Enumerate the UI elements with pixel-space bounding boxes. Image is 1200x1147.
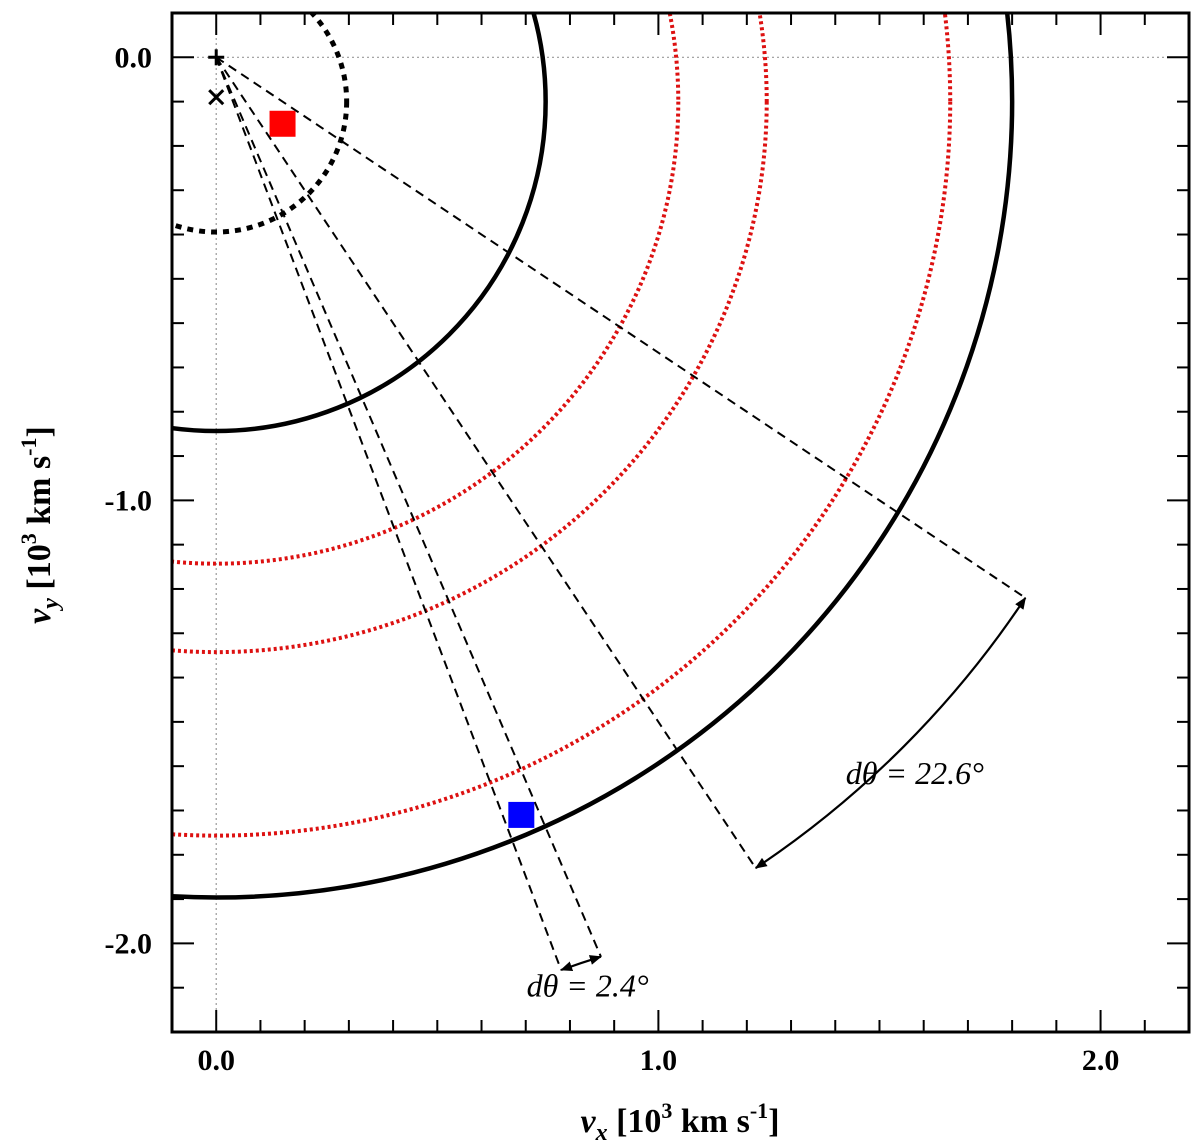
red-square (269, 110, 296, 137)
y-axis-label: vy [103 km s-1] (16, 426, 64, 624)
x-tick-label: 2.0 (1082, 1044, 1120, 1077)
outer-solid-circle (172, 13, 1015, 900)
small-angle-arrow (560, 955, 602, 972)
tick-labels: 0.0 1.0 2.0 0.0 -1.0 -2.0 (105, 41, 1120, 1077)
x-axis-label: vx [103 km s-1] (580, 1098, 779, 1146)
y-tick-label: -2.0 (105, 927, 153, 960)
plus-marker (208, 49, 225, 66)
angle-annotations: dθ = 22.6° dθ = 2.4° (208, 49, 1027, 1004)
zero-reference-lines (172, 13, 1189, 1032)
ray-line-1 (215, 56, 1026, 599)
plot-frame (170, 11, 1191, 1034)
y-tick-label: 0.0 (115, 41, 153, 74)
small-angle-arrow-label: dθ = 2.4° (527, 968, 649, 1004)
blue-square (508, 801, 535, 828)
ray-line-4 (215, 56, 602, 958)
inner-dotted-circle (172, 13, 350, 235)
big-angle-arrow-label: dθ = 22.6° (846, 755, 984, 791)
y-tick-label: -1.0 (105, 484, 153, 517)
x-tick-label: 0.0 (197, 1044, 235, 1077)
red-arc-3 (172, 13, 953, 838)
plot-content (172, 13, 1015, 900)
x-tick-label: 1.0 (640, 1044, 678, 1077)
red-arc-1 (172, 13, 681, 566)
axis-ticks (171, 12, 1190, 1033)
big-angle-arrow (754, 596, 1027, 869)
ray-line-3 (215, 56, 563, 971)
inner-solid-circle (172, 13, 548, 434)
red-arc-2 (172, 13, 769, 654)
cross-marker (208, 89, 225, 106)
ray-line-2 (215, 56, 757, 869)
